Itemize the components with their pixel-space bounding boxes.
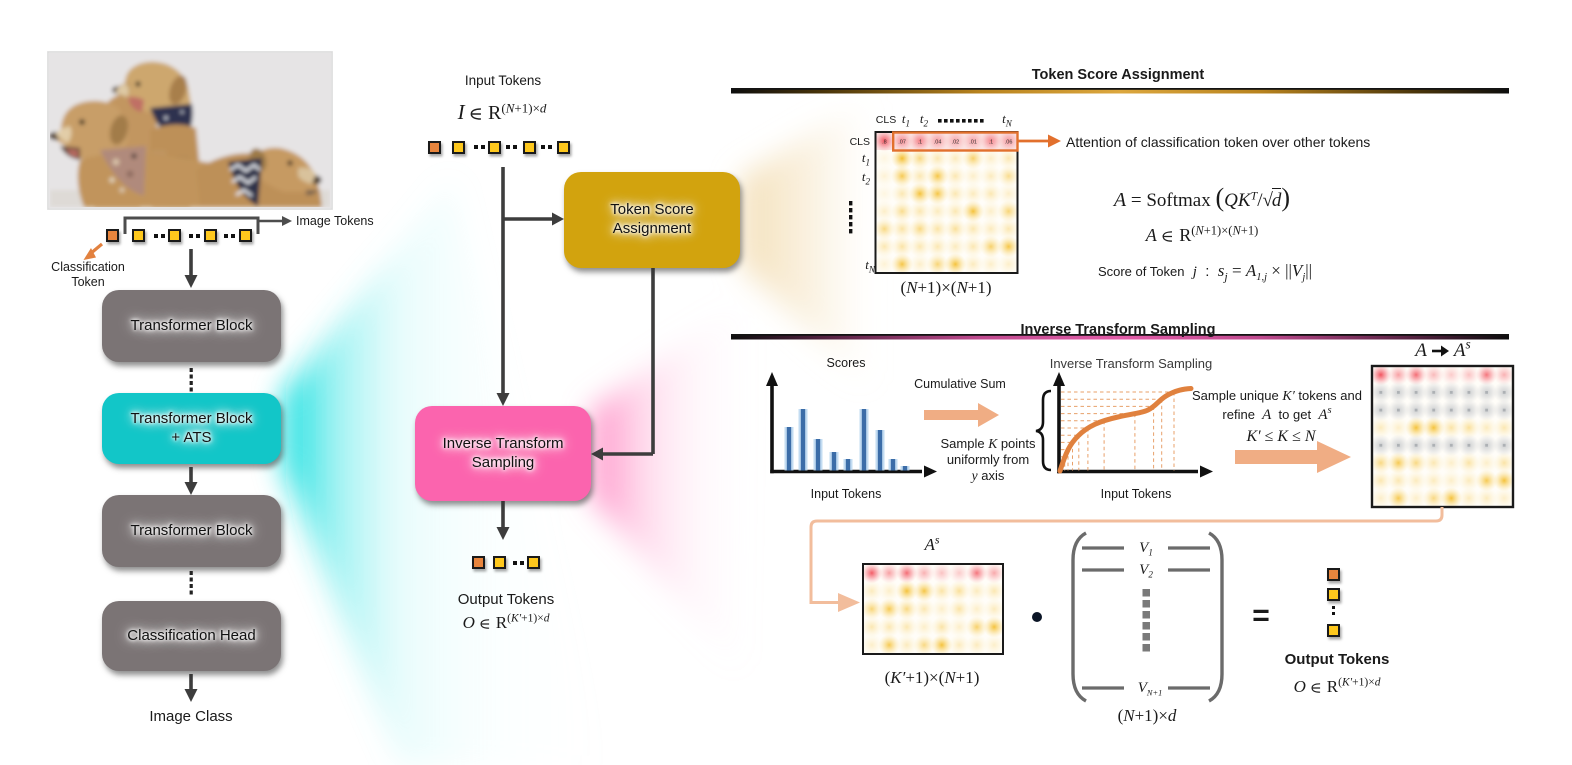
- svg-text:.1: .1: [918, 140, 923, 146]
- svg-text:.1: .1: [989, 140, 994, 146]
- svg-text:.07: .07: [898, 140, 906, 146]
- svg-text:.01: .01: [969, 140, 977, 146]
- svg-text:.02: .02: [952, 140, 960, 146]
- svg-text:.8: .8: [882, 140, 887, 146]
- svg-text:.06: .06: [1005, 140, 1013, 146]
- svg-text:.04: .04: [934, 140, 942, 146]
